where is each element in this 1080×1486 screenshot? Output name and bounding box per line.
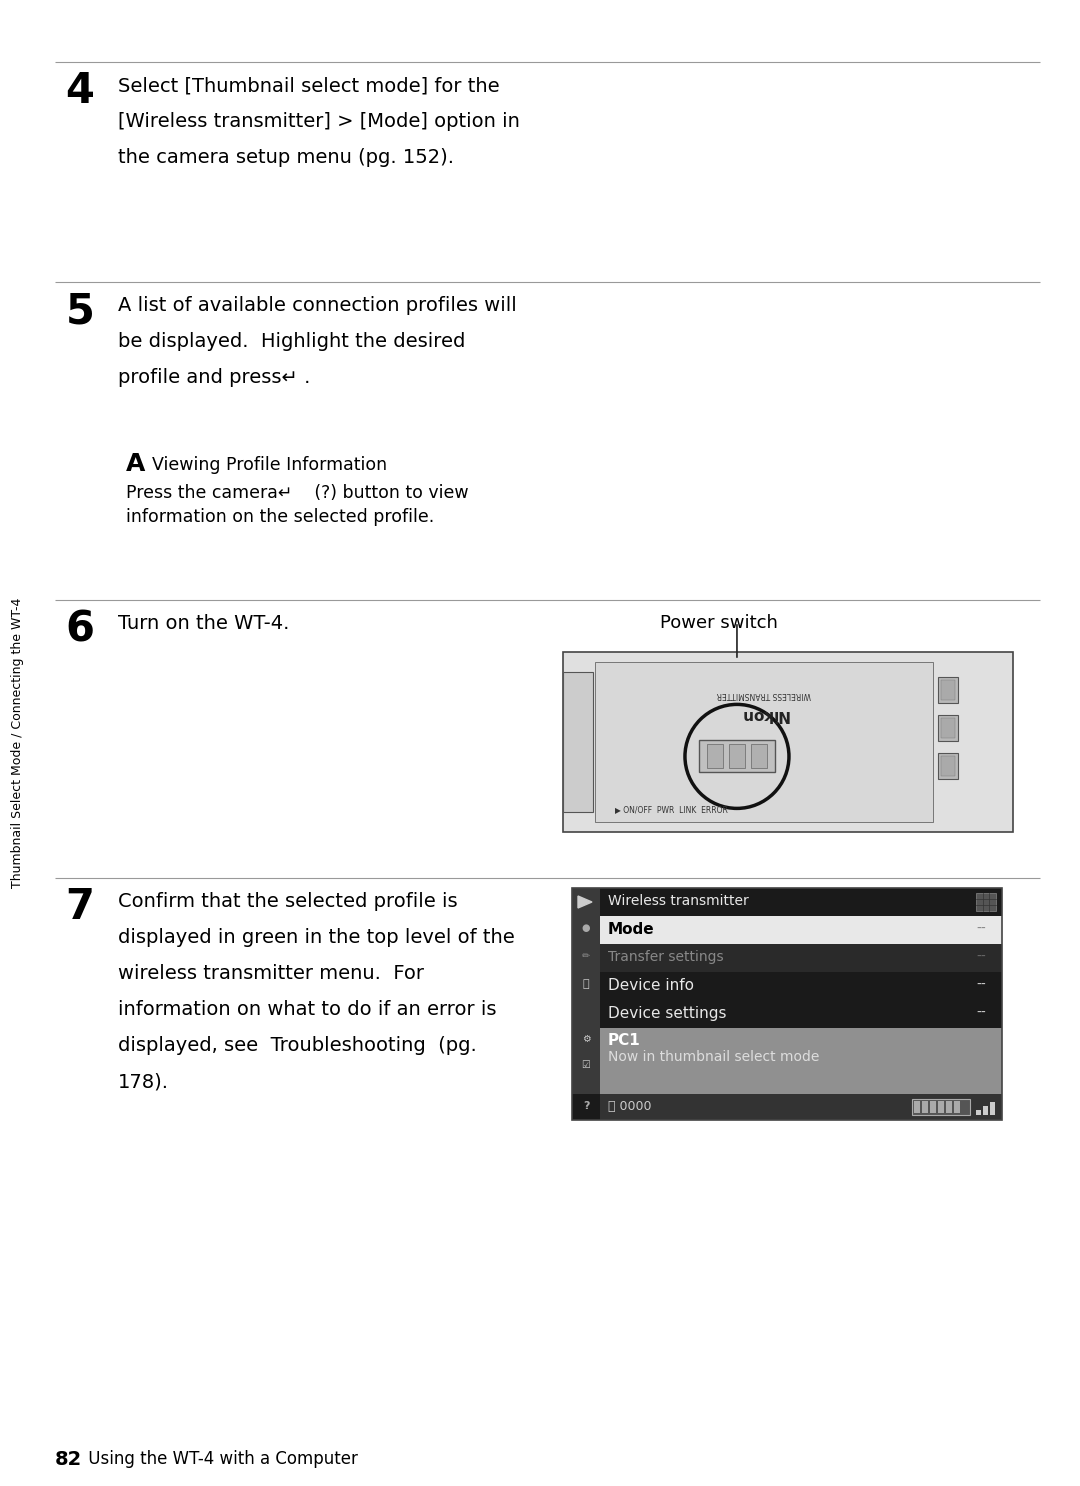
Bar bbox=[707, 744, 723, 768]
Bar bbox=[912, 1100, 970, 1114]
Text: 7: 7 bbox=[66, 886, 95, 927]
Bar bbox=[595, 661, 933, 822]
Bar bbox=[941, 756, 955, 776]
Bar bbox=[699, 740, 775, 773]
Text: [Wireless transmitter] > [Mode] option in: [Wireless transmitter] > [Mode] option i… bbox=[118, 111, 519, 131]
Text: Transfer settings: Transfer settings bbox=[608, 950, 724, 964]
Bar bbox=[600, 972, 1002, 1000]
Bar bbox=[751, 744, 767, 768]
Bar bbox=[600, 889, 1002, 915]
Bar bbox=[600, 1000, 1002, 1028]
Bar bbox=[729, 744, 745, 768]
Text: A: A bbox=[126, 452, 146, 476]
Text: --: -- bbox=[976, 950, 986, 964]
Text: PC1: PC1 bbox=[608, 1033, 640, 1048]
Text: Turn on the WT-4.: Turn on the WT-4. bbox=[118, 614, 289, 633]
Bar bbox=[930, 1101, 936, 1113]
Text: Thumbnail Select Mode / Connecting the WT-4: Thumbnail Select Mode / Connecting the W… bbox=[12, 597, 25, 889]
Text: 🔧: 🔧 bbox=[583, 979, 590, 990]
Text: Power switch: Power switch bbox=[660, 614, 778, 632]
Bar bbox=[939, 1101, 944, 1113]
Bar bbox=[939, 753, 958, 779]
Text: ?: ? bbox=[583, 1101, 590, 1112]
Bar bbox=[976, 893, 996, 911]
Bar bbox=[572, 889, 600, 1094]
Text: displayed, see  Troubleshooting  (pg.: displayed, see Troubleshooting (pg. bbox=[118, 1036, 476, 1055]
Text: Device info: Device info bbox=[608, 978, 694, 993]
Text: 4: 4 bbox=[66, 70, 94, 111]
Text: 178).: 178). bbox=[118, 1071, 168, 1091]
Bar bbox=[939, 715, 958, 742]
Text: WIRELESS TRANSMITTER: WIRELESS TRANSMITTER bbox=[717, 691, 811, 700]
Text: 5: 5 bbox=[66, 290, 94, 331]
Bar bbox=[600, 1094, 1002, 1120]
Text: the camera setup menu (pg. 152).: the camera setup menu (pg. 152). bbox=[118, 149, 454, 166]
Bar bbox=[922, 1101, 928, 1113]
Text: be displayed.  Highlight the desired: be displayed. Highlight the desired bbox=[118, 331, 465, 351]
Bar bbox=[572, 1094, 600, 1120]
Text: --: -- bbox=[976, 1006, 986, 1019]
Text: 82: 82 bbox=[55, 1450, 82, 1470]
Text: 6: 6 bbox=[66, 608, 95, 649]
Text: Wireless transmitter: Wireless transmitter bbox=[608, 895, 748, 908]
Text: Now in thumbnail select mode: Now in thumbnail select mode bbox=[608, 1051, 820, 1064]
Text: displayed in green in the top level of the: displayed in green in the top level of t… bbox=[118, 927, 515, 947]
Text: A list of available connection profiles will: A list of available connection profiles … bbox=[118, 296, 516, 315]
Bar bbox=[941, 681, 955, 700]
Bar bbox=[990, 1103, 995, 1114]
Text: ⎙ 0000: ⎙ 0000 bbox=[608, 1100, 651, 1113]
Text: Press the camera↵    (?) button to view: Press the camera↵ (?) button to view bbox=[126, 484, 469, 502]
Text: Device settings: Device settings bbox=[608, 1006, 727, 1021]
Text: profile and press↵ .: profile and press↵ . bbox=[118, 369, 310, 386]
Text: Viewing Profile Information: Viewing Profile Information bbox=[152, 456, 387, 474]
Text: wireless transmitter menu.  For: wireless transmitter menu. For bbox=[118, 964, 424, 984]
Text: ✏: ✏ bbox=[582, 951, 590, 961]
Bar bbox=[941, 718, 955, 739]
Bar bbox=[600, 1028, 1002, 1094]
Bar bbox=[563, 652, 1013, 832]
Bar bbox=[563, 672, 593, 811]
Text: --: -- bbox=[976, 921, 986, 936]
Text: information on what to do if an error is: information on what to do if an error is bbox=[118, 1000, 497, 1019]
Bar bbox=[600, 944, 1002, 972]
Text: Nikon: Nikon bbox=[740, 707, 788, 722]
Bar bbox=[572, 889, 1002, 1120]
Polygon shape bbox=[578, 896, 592, 908]
Bar bbox=[946, 1101, 951, 1113]
Text: ⚙: ⚙ bbox=[582, 1034, 591, 1045]
Bar bbox=[600, 915, 1002, 944]
Text: Confirm that the selected profile is: Confirm that the selected profile is bbox=[118, 892, 458, 911]
Text: ▶ ON/OFF  PWR  LINK  ERROR: ▶ ON/OFF PWR LINK ERROR bbox=[615, 805, 728, 814]
Text: --: -- bbox=[976, 978, 986, 993]
Text: Mode: Mode bbox=[608, 921, 654, 938]
Text: ☑: ☑ bbox=[582, 1060, 591, 1070]
Text: information on the selected profile.: information on the selected profile. bbox=[126, 508, 434, 526]
Bar bbox=[983, 1106, 988, 1114]
Text: Select [Thumbnail select mode] for the: Select [Thumbnail select mode] for the bbox=[118, 76, 500, 95]
Text: ●: ● bbox=[582, 923, 591, 933]
Bar bbox=[939, 678, 958, 703]
Bar bbox=[954, 1101, 960, 1113]
Bar bbox=[976, 1110, 981, 1114]
Bar bbox=[914, 1101, 920, 1113]
Text: Using the WT-4 with a Computer: Using the WT-4 with a Computer bbox=[83, 1450, 357, 1468]
